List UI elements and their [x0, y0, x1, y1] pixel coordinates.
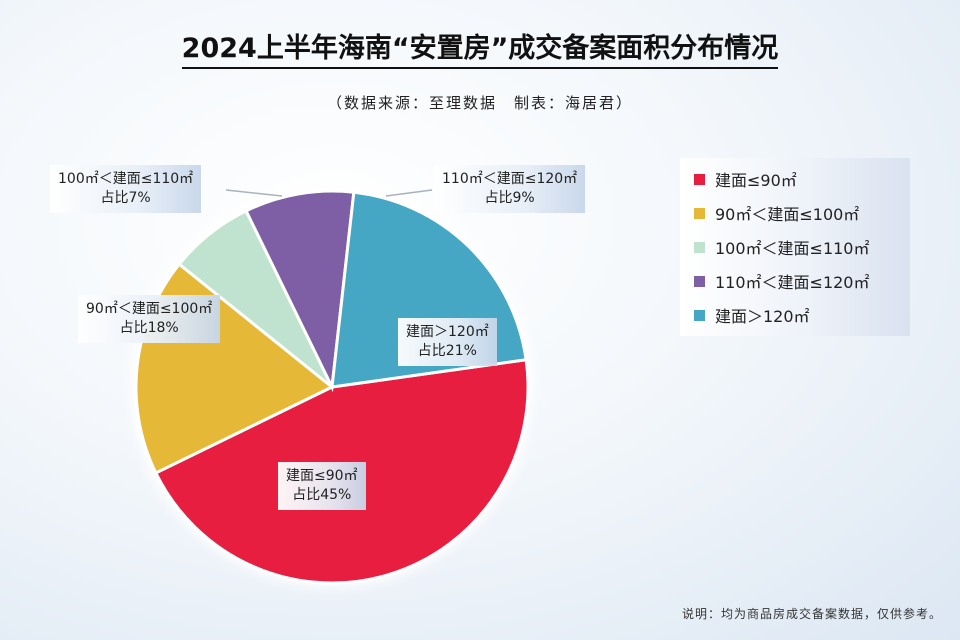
legend-swatch [694, 309, 705, 321]
legend-label: 100㎡＜建面≤110㎡ [715, 239, 870, 258]
slice-label-le90-name: 建面≤90㎡ [286, 468, 358, 484]
legend-item-le90: 建面≤90㎡ [694, 167, 797, 191]
slice-label-110-120-share: 占比9% [484, 190, 535, 206]
legend-label: 90㎡＜建面≤100㎡ [715, 205, 860, 224]
leader-line-100-110 [225, 189, 283, 197]
slice-label-90-100-share: 占比18% [119, 320, 179, 336]
slice-label-gt120-share: 占比21% [417, 343, 477, 359]
leader-line-110-120 [385, 189, 433, 197]
chart-title-text: 2024上半年海南“安置房”成交备案面积分布情况 [181, 33, 779, 69]
leader-lines [225, 189, 433, 197]
chart-title: 2024上半年海南“安置房”成交备案面积分布情况 [0, 26, 960, 69]
slice-label-90-100: 90㎡＜建面≤100㎡ 占比18% [78, 295, 221, 343]
slice-110-120 [244, 189, 356, 393]
legend-swatch [694, 207, 705, 219]
legend-item-gt120: 建面＞120㎡ [694, 303, 810, 327]
slice-label-le90: 建面≤90㎡ 占比45% [278, 462, 366, 510]
chart-legend: 建面≤90㎡ 90㎡＜建面≤100㎡ 100㎡＜建面≤110㎡ 110㎡＜建面≤… [680, 158, 910, 336]
legend-swatch [694, 275, 705, 287]
slice-label-110-120: 110㎡＜建面≤120㎡ 占比9% [434, 165, 586, 213]
slice-label-gt120: 建面＞120㎡ 占比21% [398, 318, 497, 366]
pie-slices [134, 189, 530, 585]
legend-swatch [694, 173, 705, 185]
legend-label: 建面≤90㎡ [715, 171, 797, 190]
chart-source: （数据来源：至理数据 制表：海居君） [326, 94, 633, 112]
slice-label-100-110-share: 占比7% [100, 190, 151, 206]
slice-label-le90-share: 占比45% [292, 487, 352, 503]
slice-label-100-110: 100㎡＜建面≤110㎡ 占比7% [50, 165, 202, 213]
slice-label-90-100-name: 90㎡＜建面≤100㎡ [86, 301, 213, 317]
slice-label-gt120-name: 建面＞120㎡ [406, 324, 489, 340]
legend-item-90-100: 90㎡＜建面≤100㎡ [694, 201, 859, 225]
slice-label-110-120-name: 110㎡＜建面≤120㎡ [442, 171, 578, 187]
legend-swatch [694, 241, 705, 253]
legend-label: 建面＞120㎡ [715, 307, 810, 326]
slice-label-100-110-name: 100㎡＜建面≤110㎡ [58, 171, 194, 187]
legend-item-110-120: 110㎡＜建面≤120㎡ [694, 269, 870, 293]
legend-label: 110㎡＜建面≤120㎡ [715, 273, 870, 292]
footnote: 说明：均为商品房成交备案数据，仅供参考。 [681, 607, 942, 621]
legend-item-100-110: 100㎡＜建面≤110㎡ [694, 235, 870, 259]
